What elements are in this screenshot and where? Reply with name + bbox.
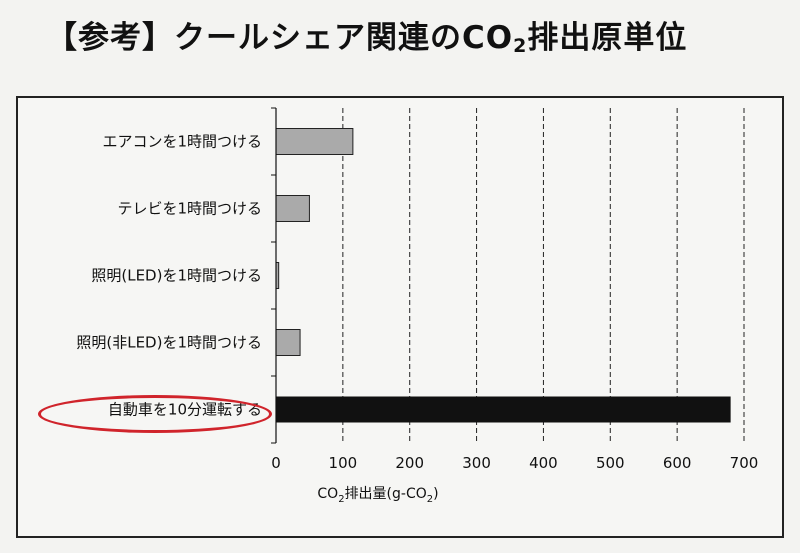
bar-2 <box>275 195 310 222</box>
grid-lines <box>342 108 745 443</box>
category-label-3: 照明(LED)を1時間つける <box>91 267 262 285</box>
page-title: 【参考】クールシェア関連のCO2排出原単位 <box>46 20 688 57</box>
bar-chart: エアコンを1時間つけるテレビを1時間つける照明(LED)を1時間つける照明(非L… <box>76 107 758 505</box>
category-label-4: 照明(非LED)を1時間つける <box>76 334 262 352</box>
x-tick-labels: 0 100 200 300 400 500 600 700 <box>271 454 758 472</box>
x-tick-label-300: 300 <box>462 454 491 472</box>
bar-4 <box>275 329 301 356</box>
x-axis-title: CO2排出量(g-CO2) <box>317 486 438 505</box>
bar-5 <box>276 396 731 423</box>
x-tick-label-500: 500 <box>596 454 625 472</box>
chart-frame: エアコンを1時間つけるテレビを1時間つける照明(LED)を1時間つける照明(非L… <box>16 96 784 538</box>
x-tick-label-0: 0 <box>271 454 281 472</box>
x-tick-label-200: 200 <box>395 454 424 472</box>
x-tick-label-400: 400 <box>529 454 558 472</box>
bar-1 <box>275 128 354 155</box>
category-labels: エアコンを1時間つけるテレビを1時間つける照明(LED)を1時間つける照明(非L… <box>76 133 262 419</box>
x-tick-label-600: 600 <box>663 454 692 472</box>
x-tick-label-700: 700 <box>730 454 759 472</box>
axes <box>271 107 277 444</box>
bars <box>275 128 731 423</box>
highlight-ellipse <box>38 395 272 433</box>
category-label-1: エアコンを1時間つける <box>102 133 262 151</box>
x-tick-label-100: 100 <box>329 454 358 472</box>
category-label-2: テレビを1時間つける <box>117 200 262 218</box>
